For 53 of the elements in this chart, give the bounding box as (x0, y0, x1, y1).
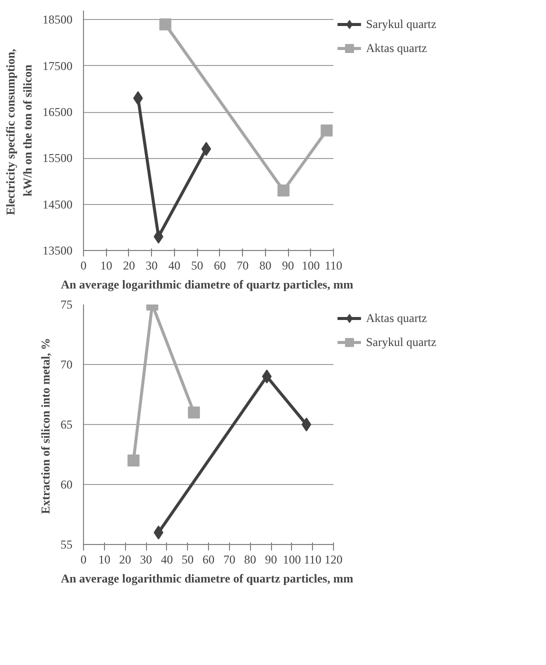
x-tick-label: 40 (168, 258, 180, 272)
point (188, 406, 200, 418)
x-tick-label: 40 (160, 552, 173, 566)
y-tick-label: 70 (60, 358, 72, 372)
x-tick-label: 90 (282, 258, 294, 272)
point (278, 184, 290, 196)
x-tick-label: 100 (302, 258, 320, 272)
point (302, 418, 312, 432)
y-tick-label: 17500 (42, 58, 72, 73)
point (262, 370, 272, 384)
x-tick-label: 50 (191, 258, 204, 272)
x-tick-label: 80 (244, 552, 256, 566)
y-tick-label: 14500 (42, 197, 72, 212)
point (128, 454, 140, 466)
point (154, 526, 164, 540)
x-tick-label: 0 (80, 552, 86, 566)
x-tick-label: 110 (304, 552, 322, 566)
point (201, 142, 212, 156)
y-tick-label: 60 (60, 478, 72, 492)
point (159, 18, 172, 30)
y-axis-title: Electricity specific consumption, kW/h on the ton of silicon (4, 48, 34, 216)
x-tick-label: 0 (80, 258, 86, 272)
x-tick-label: 20 (122, 258, 135, 272)
y-tick-label: 65 (60, 418, 72, 432)
y-tick-label: 15500 (42, 151, 72, 166)
y-tick-label: 18500 (42, 12, 72, 27)
point (320, 124, 333, 136)
x-tick-label: 100 (282, 552, 301, 566)
y-tick-label: 75 (60, 298, 72, 312)
y-tick-label: 13500 (42, 244, 72, 258)
x-tick-label: 80 (259, 258, 272, 272)
x-tick-label: 70 (236, 258, 249, 272)
x-tick-label: 60 (202, 552, 214, 566)
x-tick-label: 90 (265, 552, 277, 566)
y-tick-label: 16500 (42, 105, 72, 120)
x-tick-label: 60 (214, 258, 226, 272)
x-tick-label: 30 (146, 258, 158, 272)
x-tick-label: 120 (324, 552, 342, 566)
x-tick-label: 30 (140, 552, 152, 566)
x-tick-label: 10 (100, 258, 112, 272)
x-tick-label: 70 (223, 552, 236, 566)
x-tick-label: 20 (119, 552, 132, 566)
x-tick-label: 10 (98, 552, 110, 566)
x-axis-title: An average logarithmic diametre of quartz particles, mm (60, 278, 354, 292)
x-tick-label: 50 (182, 552, 194, 566)
x-tick-label: 110 (324, 258, 342, 272)
x-axis-title: An average logarithmic diametre of quartz particles, mm (60, 572, 354, 586)
legend-label: Sarykul quartz (366, 16, 436, 32)
legend-label: Aktas quartz (366, 40, 427, 56)
y-axis-title: Extraction of silicon into metal, % (38, 338, 52, 514)
legend-label: Aktas quartz (366, 310, 427, 326)
y-tick-label: 55 (60, 538, 72, 552)
legend-label: Sarykul quartz (366, 334, 436, 350)
